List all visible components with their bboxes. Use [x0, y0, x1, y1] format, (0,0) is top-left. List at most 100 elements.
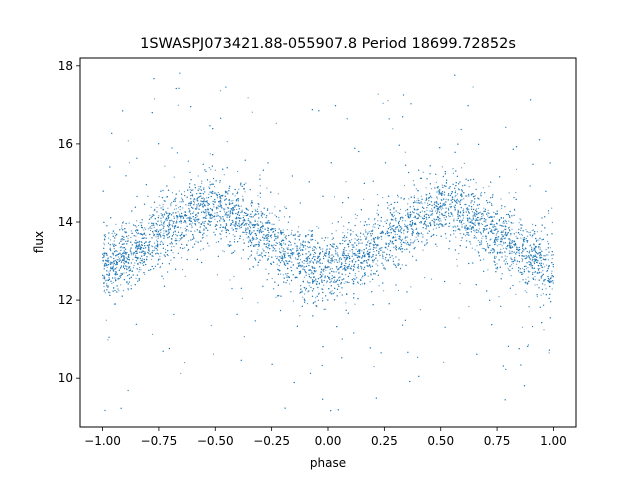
data-point — [201, 182, 203, 184]
data-point — [549, 247, 552, 249]
data-point — [240, 257, 243, 259]
data-point — [402, 220, 404, 222]
data-point — [461, 214, 463, 216]
data-point — [309, 260, 311, 263]
data-point — [534, 279, 536, 281]
data-point — [130, 285, 132, 287]
data-point — [462, 215, 465, 217]
data-point — [481, 223, 484, 226]
data-point — [342, 232, 344, 234]
data-point — [480, 223, 482, 225]
data-point — [127, 237, 129, 239]
data-point — [370, 273, 372, 275]
data-point — [345, 274, 347, 276]
data-point — [455, 230, 457, 232]
data-point — [167, 207, 169, 209]
data-point — [109, 269, 111, 271]
data-point — [333, 246, 335, 248]
data-point — [299, 262, 301, 264]
data-point — [548, 212, 550, 214]
data-point — [305, 248, 307, 250]
data-point — [431, 234, 433, 236]
data-point — [325, 308, 327, 310]
data-point — [480, 193, 482, 195]
data-point — [330, 292, 332, 294]
data-point — [494, 226, 496, 228]
data-point — [216, 208, 218, 210]
data-point — [344, 259, 346, 261]
data-point — [412, 205, 414, 207]
data-point — [441, 184, 443, 186]
data-point — [189, 209, 191, 211]
data-point — [303, 276, 305, 278]
data-point — [544, 266, 546, 268]
data-point — [119, 257, 121, 259]
data-point — [263, 214, 265, 216]
data-point — [266, 236, 268, 239]
data-point — [525, 278, 527, 280]
data-point — [154, 98, 156, 100]
data-point — [247, 227, 249, 229]
data-point — [354, 275, 356, 277]
data-point — [525, 268, 528, 270]
data-point — [240, 212, 242, 214]
data-point — [243, 231, 245, 233]
data-point — [515, 231, 517, 233]
data-point — [514, 209, 516, 211]
data-point — [453, 198, 455, 200]
data-point — [162, 203, 164, 206]
data-point — [171, 201, 173, 204]
data-point — [468, 208, 470, 210]
data-point — [496, 232, 498, 235]
data-point — [104, 292, 106, 294]
data-point — [464, 225, 466, 227]
data-point — [357, 252, 359, 255]
data-point — [179, 237, 181, 239]
data-point — [354, 238, 356, 240]
data-point — [202, 210, 204, 212]
data-point — [204, 215, 207, 217]
data-point — [338, 261, 341, 263]
data-point — [194, 230, 196, 232]
data-point — [413, 216, 415, 219]
data-point — [230, 200, 232, 202]
data-point — [298, 226, 300, 228]
data-point — [238, 224, 240, 226]
data-point — [231, 227, 233, 229]
data-point — [149, 214, 151, 216]
data-point — [135, 277, 137, 280]
data-point — [354, 273, 356, 275]
data-point — [540, 277, 542, 279]
data-point — [426, 209, 428, 211]
data-point — [531, 236, 533, 238]
data-point — [361, 266, 363, 268]
data-point — [259, 174, 261, 176]
data-point — [522, 273, 524, 275]
data-point — [308, 285, 310, 287]
data-point — [121, 227, 123, 229]
data-point — [181, 201, 183, 203]
data-point — [164, 165, 166, 167]
data-point — [501, 207, 503, 209]
data-point — [205, 211, 207, 213]
data-point — [459, 216, 461, 218]
data-point — [436, 198, 438, 200]
data-point — [180, 257, 183, 259]
data-point — [495, 226, 497, 228]
data-point — [268, 243, 270, 245]
data-point — [152, 333, 154, 335]
data-point — [238, 188, 240, 190]
data-point — [275, 241, 277, 243]
data-point — [144, 237, 146, 239]
data-point — [239, 227, 241, 229]
data-point — [320, 270, 322, 272]
data-point — [159, 204, 161, 206]
data-point — [286, 229, 288, 231]
data-point — [508, 247, 511, 249]
data-points — [102, 72, 554, 412]
data-point — [210, 168, 212, 170]
data-point — [176, 218, 178, 220]
data-point — [184, 275, 186, 277]
data-point — [135, 235, 137, 237]
data-point — [419, 309, 421, 311]
